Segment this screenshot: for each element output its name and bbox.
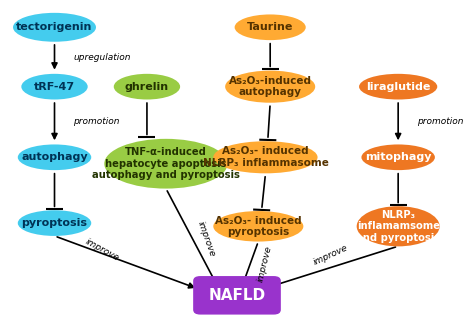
Text: upregulation: upregulation [73, 53, 131, 62]
Text: mitophagy: mitophagy [365, 152, 431, 162]
Ellipse shape [361, 144, 435, 170]
Ellipse shape [114, 74, 180, 100]
Text: Taurine: Taurine [247, 22, 293, 32]
Text: autophagy: autophagy [21, 152, 88, 162]
Text: pyroptosis: pyroptosis [21, 218, 88, 228]
Ellipse shape [356, 206, 439, 247]
Text: improve: improve [196, 220, 217, 258]
Text: NLRP₃
inflamamsome
and pyroptosis: NLRP₃ inflamamsome and pyroptosis [356, 210, 440, 243]
Text: As₂O₃-induced
autophagy: As₂O₃-induced autophagy [228, 76, 312, 98]
Text: improve: improve [312, 243, 349, 267]
Text: As₂O₃- induced
pyroptosis: As₂O₃- induced pyroptosis [215, 215, 301, 237]
Ellipse shape [104, 139, 228, 189]
FancyBboxPatch shape [193, 276, 281, 315]
Text: improve: improve [84, 237, 121, 262]
Ellipse shape [213, 211, 303, 242]
Text: As₂O₃- induced
NLRP₃ inflammasome: As₂O₃- induced NLRP₃ inflammasome [202, 146, 328, 168]
Ellipse shape [18, 144, 91, 170]
Ellipse shape [213, 141, 318, 173]
Text: NAFLD: NAFLD [209, 288, 265, 303]
Text: tRF-47: tRF-47 [34, 82, 75, 92]
Text: promotion: promotion [417, 117, 464, 126]
Text: TNF-α-induced
hepatocyte apoptosis
autophagy and pyroptosis: TNF-α-induced hepatocyte apoptosis autop… [92, 147, 240, 180]
Ellipse shape [225, 71, 315, 103]
Text: promotion: promotion [73, 117, 120, 126]
Ellipse shape [235, 14, 306, 40]
Ellipse shape [13, 13, 96, 42]
Text: tectorigenin: tectorigenin [16, 22, 93, 32]
Text: improve: improve [255, 245, 273, 283]
Ellipse shape [359, 74, 437, 100]
Ellipse shape [21, 74, 88, 100]
Text: liraglutide: liraglutide [366, 82, 430, 92]
Ellipse shape [18, 210, 91, 236]
Text: ghrelin: ghrelin [125, 82, 169, 92]
